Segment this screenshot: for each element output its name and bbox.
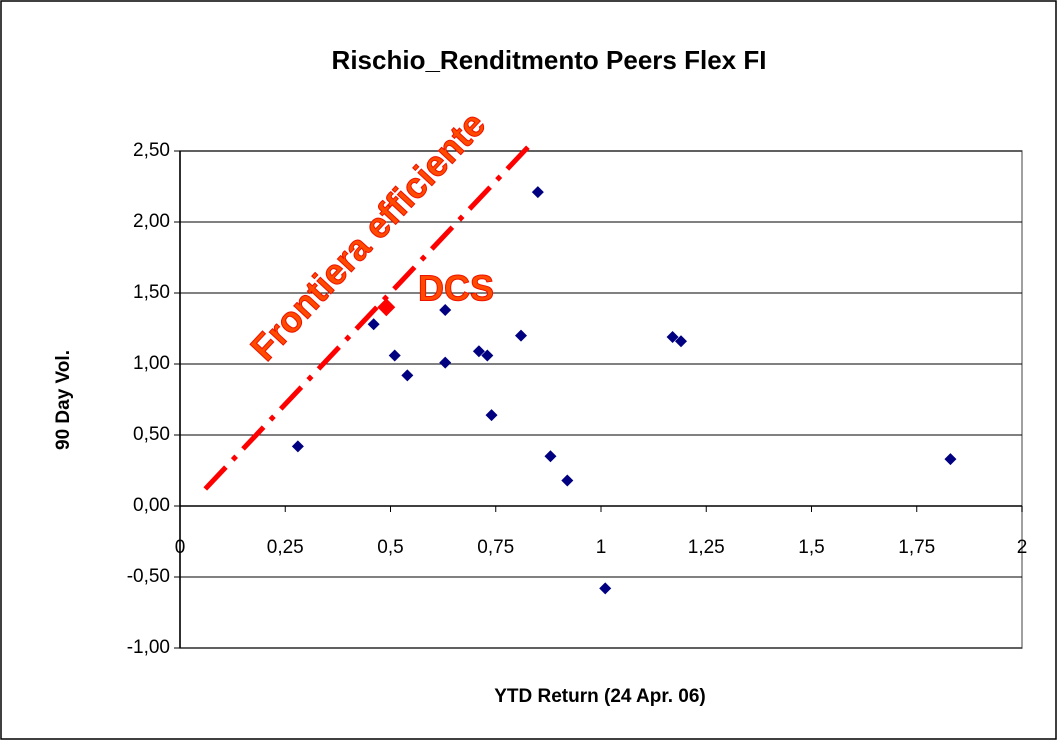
point xyxy=(666,331,679,344)
point xyxy=(599,582,612,595)
point xyxy=(515,329,528,342)
point xyxy=(531,186,544,199)
x-tick-label: 0,75 xyxy=(477,537,514,558)
x-tick-label: 1,25 xyxy=(688,537,725,558)
frontier-line xyxy=(203,139,536,491)
point xyxy=(485,409,498,422)
point xyxy=(439,304,452,317)
x-tick-label: 1,75 xyxy=(898,537,935,558)
x-tick-label: 0 xyxy=(175,537,186,558)
y-tick-label: 1,50 xyxy=(133,282,170,303)
y-tick-label: -1,00 xyxy=(127,637,170,658)
point xyxy=(291,440,304,453)
x-tick-label: 1,5 xyxy=(798,537,824,558)
point xyxy=(674,335,687,348)
chart-title: Rischio_Renditmento Peers Flex FI xyxy=(332,45,767,75)
y-tick-label: 0,00 xyxy=(133,495,170,516)
point xyxy=(367,318,380,331)
y-tick-label: 2,50 xyxy=(133,140,170,161)
y-tick-label: 0,50 xyxy=(133,424,170,445)
x-tick-label: 2 xyxy=(1017,537,1028,558)
x-tick-label: 1 xyxy=(596,537,607,558)
point xyxy=(401,369,414,382)
point xyxy=(561,474,574,487)
y-axis-title: 90 Day Vol. xyxy=(53,350,74,450)
x-tick-label: 0,25 xyxy=(267,537,304,558)
point xyxy=(481,349,494,362)
annotation: DCS xyxy=(418,268,494,309)
y-tick-label: 2,00 xyxy=(133,211,170,232)
point xyxy=(944,453,957,466)
point xyxy=(377,298,396,317)
point xyxy=(544,450,557,463)
point xyxy=(439,356,452,369)
point xyxy=(472,345,485,358)
x-axis-title: YTD Return (24 Apr. 06) xyxy=(494,686,706,707)
y-tick-label: -0,50 xyxy=(127,566,170,587)
y-tick-label: 1,00 xyxy=(133,353,170,374)
point xyxy=(388,349,401,362)
x-tick-label: 0,5 xyxy=(377,537,403,558)
